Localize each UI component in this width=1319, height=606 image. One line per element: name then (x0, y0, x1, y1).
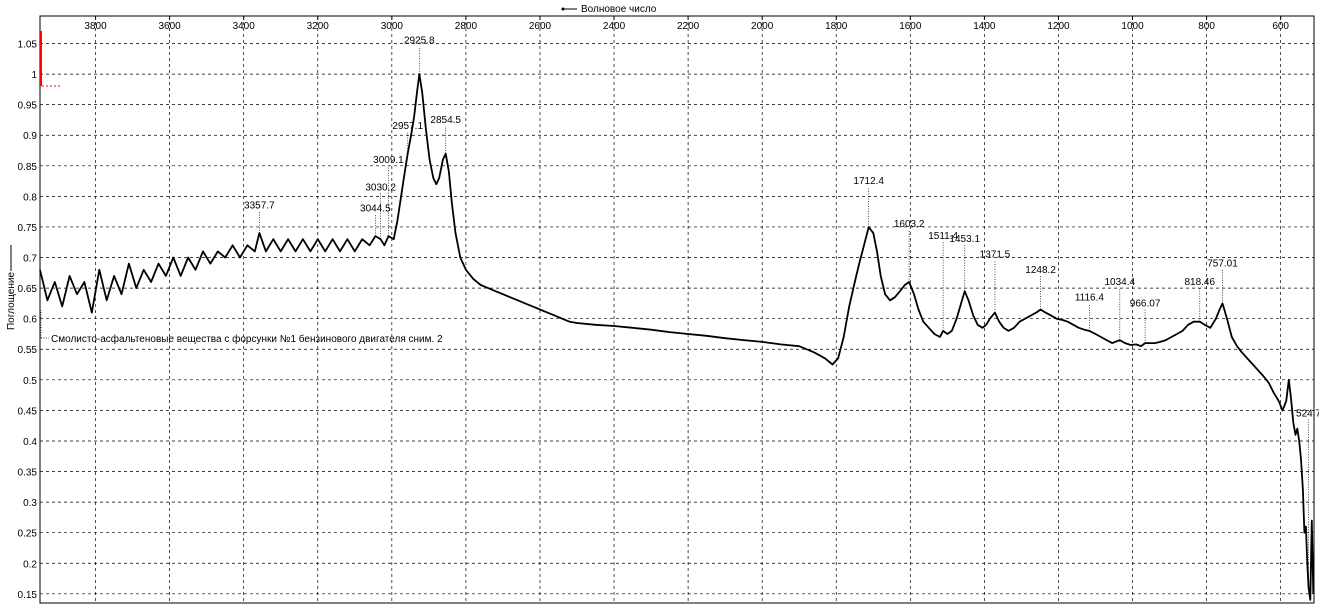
x-tick-label: 800 (1198, 21, 1215, 32)
x-tick-label: 1400 (973, 21, 996, 32)
y-tick-label: 0.6 (23, 315, 37, 326)
peak-label: 1371.5 (980, 250, 1011, 261)
y-tick-label: 0.95 (18, 101, 38, 112)
peak-label: 3030.2 (365, 182, 396, 193)
gridlines (40, 16, 1314, 603)
x-tick-label: 1800 (825, 21, 848, 32)
series-line (39, 73, 1315, 601)
x-tick-label: 3000 (381, 21, 404, 32)
x-tick-label: 3400 (233, 21, 256, 32)
x-tick-label: 2600 (529, 21, 552, 32)
peak-label: 3044.5 (360, 204, 391, 215)
peak-label: 1116.4 (1075, 292, 1105, 303)
y-tick-label: 0.5 (23, 376, 37, 387)
peak-label: 1712.4 (853, 176, 884, 187)
y-tick-label: 0.4 (23, 437, 37, 448)
y-tick-label: 0.7 (23, 254, 37, 265)
y-tick-label: 0.2 (23, 559, 37, 570)
x-tick-label: 600 (1272, 21, 1289, 32)
y-tick-label: 0.15 (18, 590, 38, 601)
y-tick-label: 1.05 (18, 40, 38, 51)
y-tick-label: 0.25 (18, 529, 38, 540)
peak-label: 818.46 (1184, 277, 1215, 288)
y-tick-label: 0.85 (18, 162, 38, 173)
peak-label: 1453.1 (949, 234, 980, 245)
x-tick-label: 2000 (751, 21, 774, 32)
x-axis-ticks: 3800 3600 3400 3200 3000 2800 2600 2400 2200 2000… (84, 16, 1289, 32)
x-tick-label: 2200 (677, 21, 700, 32)
y-axis-label-group: Поглощение (6, 245, 17, 330)
y-tick-label: 0.45 (18, 406, 38, 417)
x-tick-label: 2800 (455, 21, 478, 32)
x-tick-label: 1600 (899, 21, 922, 32)
x-tick-label: 3200 (307, 21, 330, 32)
peak-label: 1034.4 (1104, 277, 1135, 288)
x-tick-label: 1200 (1047, 21, 1070, 32)
peak-label: 2925.8 (404, 36, 435, 47)
series-name: Смолисто-асфальтеновые вещества с форсун… (51, 333, 443, 345)
y-tick-label: 0.65 (18, 284, 38, 295)
x-tick-label: 3800 (84, 21, 107, 32)
y-tick-label: 0.3 (23, 498, 37, 509)
peak-label: 1248.2 (1025, 265, 1056, 276)
peak-label: 966.07 (1130, 298, 1161, 309)
x-axis-label-dot (561, 7, 565, 11)
x-tick-label: 2400 (603, 21, 626, 32)
peak-label: 1603.2 (894, 219, 925, 230)
y-axis-ticks: 0.15 0.2 0.25 0.3 0.35 0.4 0.45 0.5 0.55 0.6 0.65 0… (18, 40, 38, 601)
peak-leader-lines (259, 46, 1309, 588)
peak-label: 757.01 (1207, 259, 1238, 270)
y-tick-label: 0.75 (18, 223, 38, 234)
peak-label: 2854.5 (430, 115, 461, 126)
peak-label: 3009.1 (373, 155, 404, 166)
y-tick-label: 0.9 (23, 131, 37, 142)
plot-frame (39, 15, 1315, 604)
y-tick-label: 1 (31, 70, 37, 81)
y-tick-label: 0.35 (18, 468, 38, 479)
peak-label: 3357.7 (244, 201, 275, 212)
x-axis-label: Волновое число (581, 4, 657, 15)
peak-labels: 3357.7 3044.5 3030.2 3009.1 2957.1 2925.8 2854… (244, 36, 1319, 420)
x-tick-label: 1000 (1121, 21, 1144, 32)
peak-label: 2957.1 (392, 121, 423, 132)
y-axis-label: Поглощение (6, 272, 17, 330)
peak-label: 524.7 (1296, 409, 1319, 420)
x-tick-label: 3600 (158, 21, 181, 32)
y-tick-label: 0.8 (23, 192, 37, 203)
y-tick-label: 0.55 (18, 345, 38, 356)
peak-label: 1511.4 (928, 231, 958, 242)
